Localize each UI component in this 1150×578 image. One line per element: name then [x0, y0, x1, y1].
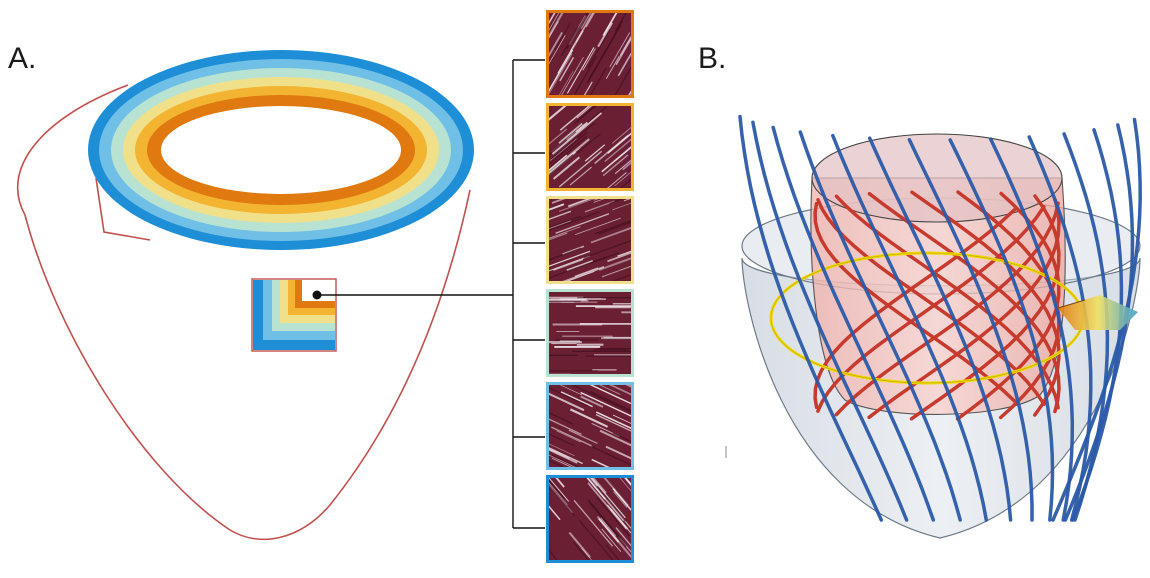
ventricle-inner-edge — [95, 177, 151, 241]
endocardial-fiber — [909, 194, 1061, 421]
histology-tile-epicardium — [546, 475, 634, 563]
histology-tile-inner-mid-2 — [546, 196, 634, 284]
epicardial-fiber — [771, 125, 936, 522]
epicardial-fiber — [751, 120, 909, 522]
wall-sample-inset — [251, 278, 337, 352]
histology-tile-outer-mid-2 — [546, 382, 634, 470]
endocardial-fiber — [834, 201, 1060, 417]
histology-tiles — [546, 10, 634, 563]
ventricle-lumen — [161, 106, 401, 194]
epicardial-fiber — [798, 130, 962, 522]
epicardial-fiber — [831, 133, 989, 522]
fiber-model-3d — [725, 114, 1142, 539]
ventricle-outline — [16, 84, 471, 541]
epicardial-fiber — [988, 137, 1075, 522]
histology-tile-outer-mid-1 — [546, 289, 634, 377]
transmural-fiber-sample — [1057, 295, 1138, 330]
epicardial-fiber — [738, 114, 884, 522]
ventricle-schematic — [16, 10, 634, 563]
histology-tile-inner-mid-1 — [546, 103, 634, 191]
bracket — [512, 59, 545, 529]
endocardial-fiber — [910, 190, 1061, 417]
panel-a-label: A. — [8, 42, 37, 75]
epicardial-fiber — [867, 136, 1013, 522]
endocardial-fiber — [816, 205, 1046, 413]
epicardial-fiber — [948, 138, 1055, 522]
panel-b-label: B. — [698, 42, 727, 75]
histology-tile-endocardium — [546, 10, 634, 98]
epicardial-fiber — [907, 137, 1034, 522]
wall-layer-rings — [88, 50, 474, 250]
